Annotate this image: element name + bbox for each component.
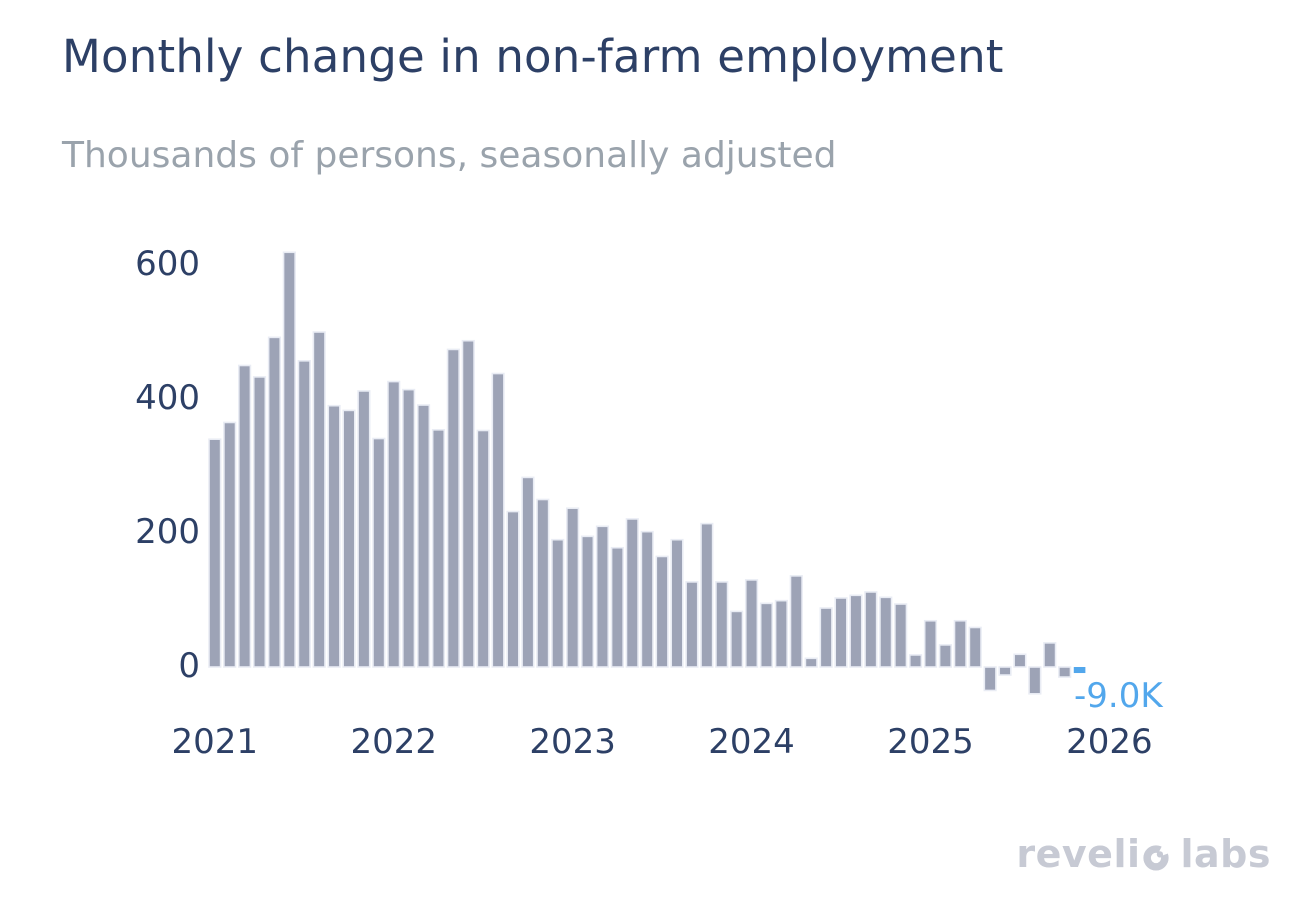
bar (894, 603, 908, 668)
revelio-logo-o-icon (1142, 842, 1170, 871)
bar (789, 575, 803, 668)
bar (804, 657, 818, 668)
bar (923, 619, 938, 668)
bar (879, 596, 893, 668)
bar (267, 336, 282, 668)
bar (864, 591, 878, 668)
bar (640, 530, 654, 668)
bar (551, 538, 565, 668)
bar (282, 251, 296, 668)
bar (327, 404, 341, 668)
chart-title: Monthly change in non-farm employment (62, 30, 1004, 83)
bar (610, 546, 624, 668)
bar (908, 654, 923, 668)
bar (297, 360, 311, 668)
y-tick-label: 200 (135, 512, 200, 552)
x-tick-label: 2023 (529, 722, 616, 762)
bar (744, 579, 759, 668)
bar (730, 610, 744, 668)
bar (938, 644, 952, 668)
x-tick-label: 2022 (350, 722, 437, 762)
bar (491, 372, 505, 668)
bar (252, 376, 267, 668)
bar (715, 581, 729, 668)
y-tick-label: 400 (135, 378, 200, 418)
highlighted-bar (1073, 667, 1086, 674)
bar (476, 429, 490, 668)
bar (819, 607, 833, 668)
bar (238, 364, 252, 668)
bar (774, 599, 788, 668)
bar (342, 409, 356, 668)
bar (655, 555, 669, 668)
bar (625, 518, 639, 668)
bar (953, 619, 967, 668)
bar (223, 421, 237, 668)
bar (759, 602, 774, 668)
bar (849, 594, 863, 668)
bar (998, 666, 1012, 676)
bar (521, 476, 535, 668)
logo-text-right: labs (1180, 832, 1271, 876)
x-tick-label: 2026 (1066, 722, 1153, 762)
bar (431, 429, 446, 668)
bar (566, 507, 580, 668)
bar (1013, 653, 1027, 668)
bar (387, 380, 401, 668)
bar (416, 404, 431, 668)
revelio-labs-logo: reveli labs (1016, 832, 1271, 876)
bar (700, 522, 714, 668)
bar (968, 626, 982, 668)
bar (506, 510, 520, 668)
bar (834, 597, 848, 668)
logo-text-left: reveli (1016, 832, 1141, 876)
bar (1058, 666, 1072, 678)
bar (536, 498, 550, 668)
bar (595, 525, 610, 668)
bar (372, 437, 386, 668)
bar-chart (208, 251, 1086, 695)
bar (312, 331, 326, 668)
bar (402, 388, 416, 668)
chart-subtitle: Thousands of persons, seasonally adjuste… (62, 135, 837, 176)
bar (983, 666, 997, 692)
bar (208, 438, 222, 668)
bar (461, 339, 475, 668)
last-value-label: -9.0K (1074, 676, 1163, 716)
y-tick-label: 0 (178, 646, 200, 686)
bar (580, 535, 595, 668)
bar (685, 581, 699, 668)
bar (1043, 642, 1057, 668)
bar (1028, 666, 1042, 695)
y-tick-label: 600 (135, 244, 200, 284)
x-tick-label: 2024 (708, 722, 795, 762)
x-tick-label: 2021 (171, 722, 259, 762)
bar (357, 390, 371, 668)
bar (670, 538, 684, 668)
bar (446, 348, 460, 668)
x-tick-label: 2025 (887, 722, 974, 762)
